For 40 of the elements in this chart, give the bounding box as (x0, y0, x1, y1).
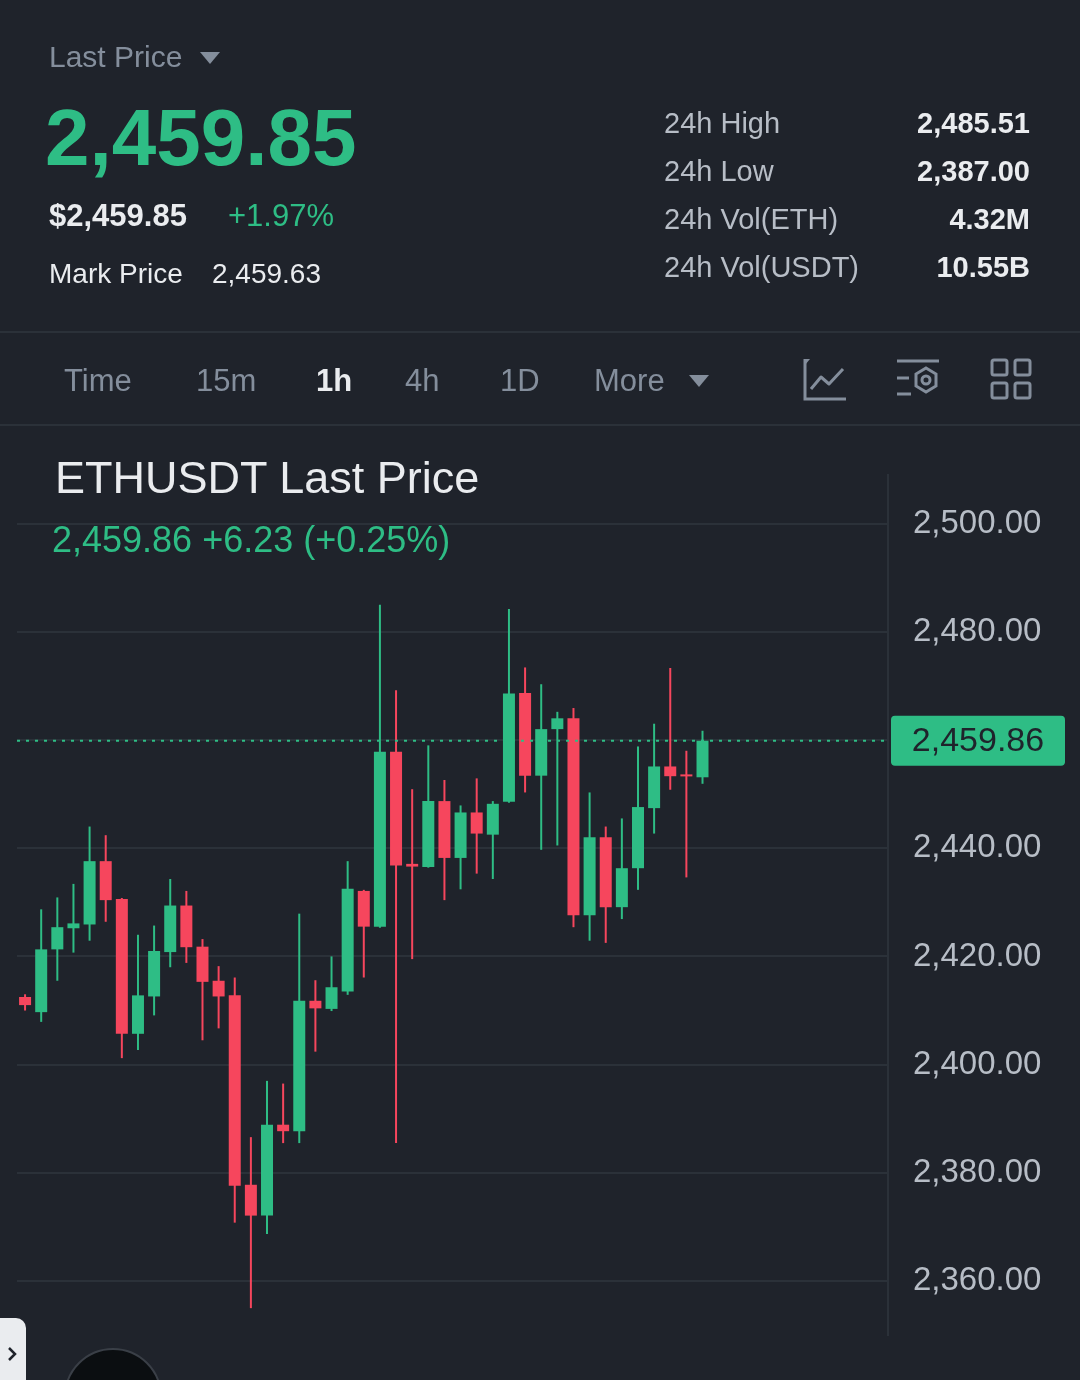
y-tick-label: 2,360.00 (913, 1260, 1042, 1298)
text: 1D (500, 363, 540, 398)
y-tick-label: 2,400.00 (913, 1043, 1042, 1081)
text: 2,459.63 (212, 258, 321, 289)
text: 4h (405, 363, 440, 398)
text: 2,387.00 (917, 155, 1030, 187)
text: 24h Vol(USDT) (664, 251, 860, 283)
chart-title: ETHUSDT Last Price (55, 452, 480, 503)
candlestick (309, 979, 322, 1053)
candlestick (212, 965, 225, 1030)
text: 24h Low (664, 155, 774, 187)
candlestick (51, 896, 64, 982)
candlestick (680, 749, 693, 879)
candlestick (67, 882, 80, 954)
candlestick (470, 777, 483, 875)
text: 15m (196, 363, 257, 398)
y-tick-label: 2,420.00 (913, 935, 1042, 973)
text: 24h Vol(ETH) (664, 203, 839, 235)
text: 2,459.85 (45, 93, 357, 182)
text: 2,459.86 +6.23 (+0.25%) (52, 519, 451, 560)
ref-line-label: 2,459.86 (911, 720, 1045, 759)
text: +1.97% (228, 198, 335, 233)
text: 1h (316, 363, 353, 398)
candlestick (664, 666, 677, 791)
text: 24h High (664, 107, 781, 139)
candlestick (277, 1082, 290, 1145)
text: Last Price (49, 40, 183, 73)
candlestick (406, 788, 419, 961)
y-tick-label: 2,440.00 (913, 827, 1042, 865)
text: 2,485.51 (917, 107, 1030, 139)
text: Mark Price (49, 258, 183, 289)
text: 10.55B (936, 251, 1030, 283)
y-tick-label: 2,380.00 (913, 1151, 1042, 1189)
text: More (594, 363, 665, 398)
y-tick-label: 2,500.00 (913, 502, 1042, 540)
text: 4.32M (949, 203, 1030, 235)
candlestick (325, 955, 338, 1013)
text: Time (64, 363, 132, 398)
text: $2,459.85 (49, 198, 187, 233)
y-tick-label: 2,480.00 (913, 610, 1042, 648)
